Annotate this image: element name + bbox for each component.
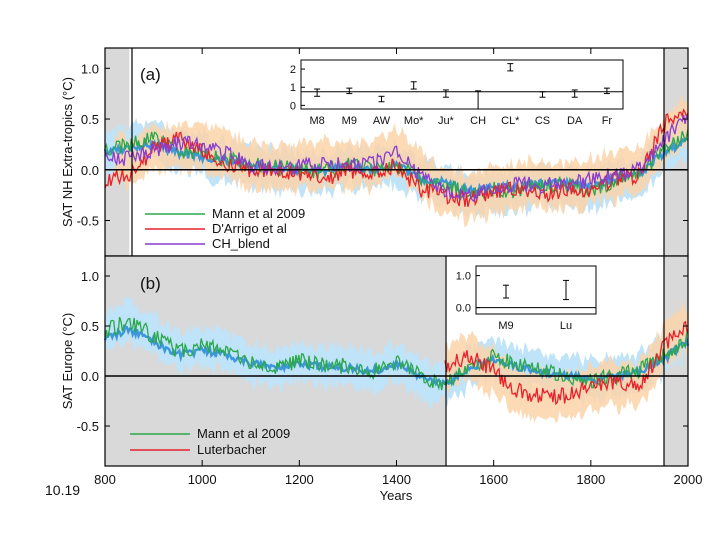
panel-b-ylabel: SAT Europe (°C) <box>60 313 75 409</box>
panel-b-ytick-3: -0.5 <box>77 419 99 434</box>
inset-a-cat-2: AW <box>373 115 391 127</box>
inset-a-cat-3: Mo* <box>404 115 424 127</box>
inset-b-cat-0: M9 <box>498 320 513 332</box>
panel-a-legend: Mann et al 2009 D'Arrigo et al CH_blend <box>145 206 305 251</box>
inset-a-cat-6: CL* <box>501 115 520 127</box>
panel-a-inset: 2 1 0 M8 M9 AW Mo* Ju* CH CL* CS DA Fr <box>290 59 624 127</box>
legend-luterbacher: Luterbacher <box>197 442 267 457</box>
inset-a-cat-1: M9 <box>342 115 357 127</box>
panel-b-ytick-1: 0.5 <box>81 319 99 334</box>
panel-a-series-ch-blend <box>104 114 689 203</box>
inset-b-cat-1: Lu <box>560 320 572 332</box>
panel-b-ytick-2: 0.0 <box>81 369 99 384</box>
panel-b: 1.0 0.5 0.0 -0.5 (b) SAT Europe (°C) Mann e… <box>60 255 690 467</box>
xtick-3: 1400 <box>382 472 411 487</box>
inset-a-cat-4: Ju* <box>438 115 455 127</box>
legend-mann-b: Mann et al 2009 <box>197 426 290 441</box>
inset-a-ytick-2: 0 <box>290 100 296 112</box>
panel-a-ytick-1: 0.5 <box>81 112 99 127</box>
legend-mann-a: Mann et al 2009 <box>212 206 305 221</box>
panel-b-inset: 1.0 0.0 M9 Lu <box>456 265 597 332</box>
x-axis: 800 1000 1200 1400 1600 1800 2000 <box>94 48 702 487</box>
figure-number: 10.19 <box>45 482 80 498</box>
xtick-6: 2000 <box>674 472 703 487</box>
xtick-5: 1800 <box>576 472 605 487</box>
inset-a-cat-9: Fr <box>602 115 613 127</box>
inset-a-cat-7: CS <box>535 115 550 127</box>
legend-chblend: CH_blend <box>212 236 270 251</box>
xtick-2: 1200 <box>285 472 314 487</box>
panel-a-ytick-2: 0.0 <box>81 163 99 178</box>
panel-a-ytick-0: 1.0 <box>81 61 99 76</box>
inset-b-ytick-0: 1.0 <box>456 271 471 283</box>
inset-a-cat-0: M8 <box>309 115 324 127</box>
panel-b-uncertainty-orange <box>445 301 688 424</box>
panel-a-ytick-3: -0.5 <box>77 213 99 228</box>
panel-a-ylabel: SAT NH Extra-tropics (°C) <box>60 77 75 227</box>
inset-a-ytick-1: 1 <box>290 82 296 94</box>
xtick-4: 1600 <box>479 472 508 487</box>
inset-a-cat-5: CH <box>470 115 486 127</box>
xtick-1: 1000 <box>188 472 217 487</box>
inset-a-cat-8: DA <box>567 115 583 127</box>
inset-b-ytick-1: 0.0 <box>456 303 471 315</box>
legend-darrigo: D'Arrigo et al <box>212 221 287 236</box>
inset-a-ytick-0: 2 <box>290 64 296 76</box>
panel-a: 1.0 0.5 0.0 -0.5 (a) SAT NH Extra-tropics (… <box>60 47 689 257</box>
panel-b-ytick-0: 1.0 <box>81 269 99 284</box>
panel-b-legend: Mann et al 2009 Luterbacher <box>130 426 290 457</box>
panel-a-label: (a) <box>140 65 161 84</box>
x-axis-label: Years <box>380 488 413 503</box>
panel-b-series-mann-et-al-2009 <box>104 316 689 391</box>
xtick-0: 800 <box>94 472 116 487</box>
panel-b-label: (b) <box>140 274 161 293</box>
